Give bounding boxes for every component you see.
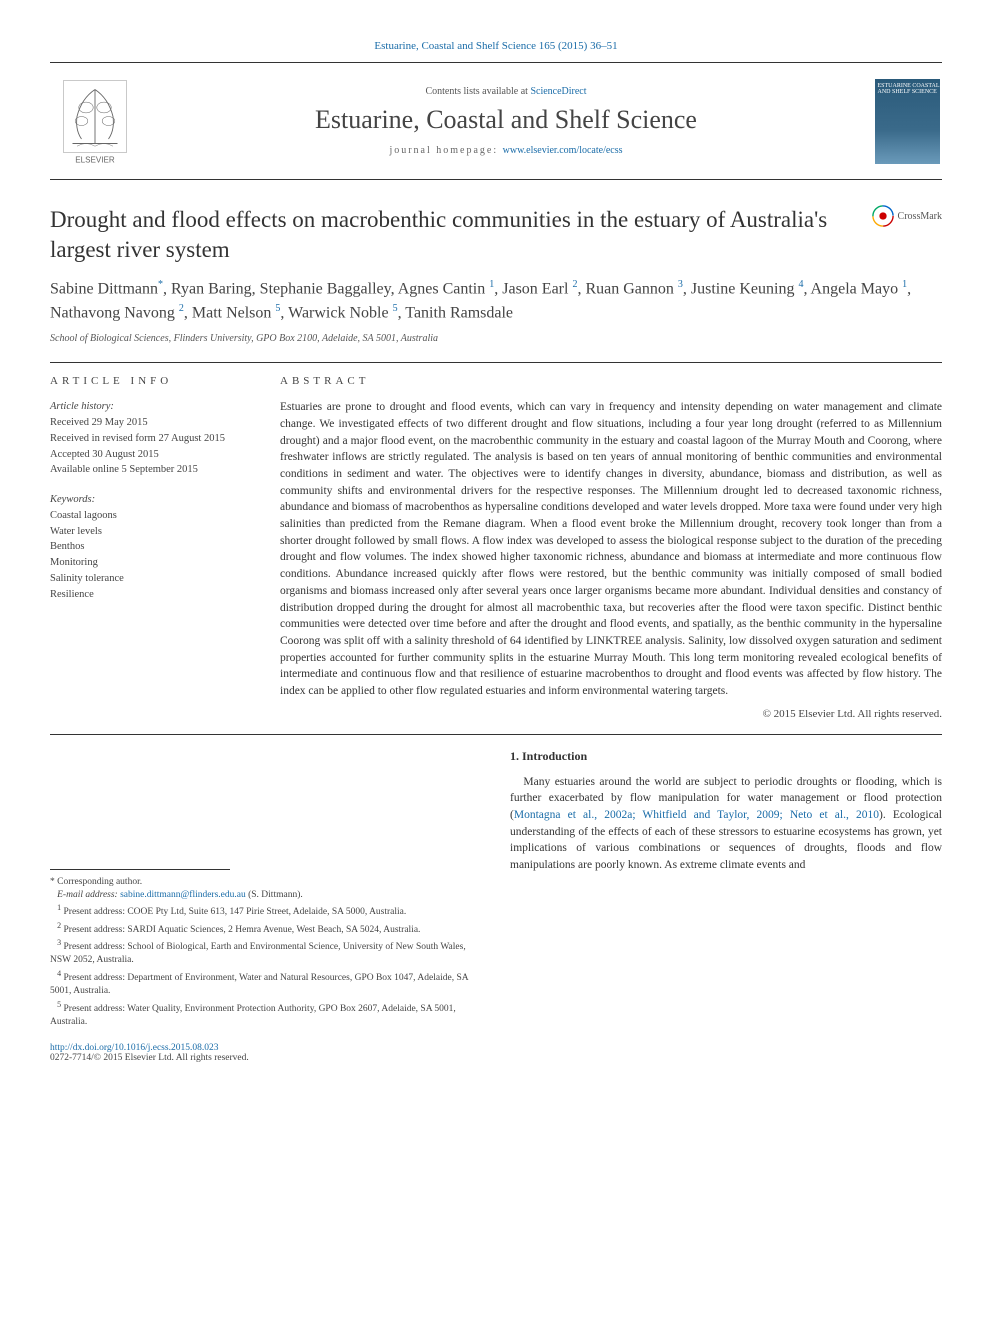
top-citation: Estuarine, Coastal and Shelf Science 165… [50, 40, 942, 52]
copyright-line: © 2015 Elsevier Ltd. All rights reserved… [280, 708, 942, 720]
citation-link[interactable]: Estuarine, Coastal and Shelf Science 165… [374, 40, 617, 52]
history-label: Article history: [50, 399, 250, 415]
journal-cover: ESTUARINE COASTAL AND SHELF SCIENCE [872, 74, 942, 169]
cover-text: ESTUARINE COASTAL AND SHELF SCIENCE [878, 83, 940, 96]
keywords-block: Keywords: Coastal lagoons Water levels B… [50, 492, 250, 602]
keyword: Salinity tolerance [50, 571, 250, 587]
footnotes: * Corresponding author. E-mail address: … [50, 876, 480, 1030]
article-title: Drought and flood effects on macrobenthi… [50, 205, 872, 265]
abstract-heading: ABSTRACT [280, 375, 942, 387]
doi-link[interactable]: http://dx.doi.org/10.1016/j.ecss.2015.08… [50, 1043, 218, 1053]
introduction-text: Many estuaries around the world are subj… [510, 774, 942, 874]
introduction-heading: 1. Introduction [510, 749, 942, 764]
journal-homepage-link[interactable]: www.elsevier.com/locate/ecss [503, 145, 623, 156]
sciencedirect-link[interactable]: ScienceDirect [530, 86, 586, 97]
article-history: Article history: Received 29 May 2015 Re… [50, 399, 250, 478]
online-date: Available online 5 September 2015 [50, 462, 250, 478]
journal-banner: ELSEVIER Contents lists available at Sci… [50, 62, 942, 180]
crossmark-badge[interactable]: CrossMark [872, 205, 942, 227]
authors: Sabine Dittmann*, Ryan Baring, Stephanie… [50, 277, 942, 326]
email-line: E-mail address: sabine.dittmann@flinders… [50, 889, 480, 902]
received-date: Received 29 May 2015 [50, 415, 250, 431]
crossmark-label: CrossMark [898, 211, 942, 222]
corresponding-author: * Corresponding author. [50, 876, 480, 889]
revised-date: Received in revised form 27 August 2015 [50, 431, 250, 447]
contents-line: Contents lists available at ScienceDirec… [140, 86, 872, 97]
citation-link[interactable]: Montagna et al., 2002a; Whitfield and Ta… [514, 809, 879, 821]
doi-line: http://dx.doi.org/10.1016/j.ecss.2015.08… [50, 1043, 480, 1053]
publisher-logo: ELSEVIER [50, 71, 140, 171]
affiliation: School of Biological Sciences, Flinders … [50, 333, 942, 344]
crossmark-icon [872, 205, 894, 227]
accepted-date: Accepted 30 August 2015 [50, 447, 250, 463]
svg-text:ELSEVIER: ELSEVIER [75, 155, 115, 164]
article-info-heading: ARTICLE INFO [50, 375, 250, 387]
divider [50, 362, 942, 363]
keyword: Coastal lagoons [50, 508, 250, 524]
journal-homepage: journal homepage: www.elsevier.com/locat… [140, 145, 872, 156]
keyword: Water levels [50, 524, 250, 540]
footnote-item: 4 Present address: Department of Environ… [50, 968, 480, 999]
email-link[interactable]: sabine.dittmann@flinders.edu.au [120, 890, 246, 900]
footnote-item: 3 Present address: School of Biological,… [50, 937, 480, 968]
footnote-item: 5 Present address: Water Quality, Enviro… [50, 999, 480, 1030]
footnote-rule [50, 869, 230, 870]
footnote-item: 1 Present address: COOE Pty Ltd, Suite 6… [50, 902, 480, 919]
footnote-item: 2 Present address: SARDI Aquatic Science… [50, 920, 480, 937]
issn-line: 0272-7714/© 2015 Elsevier Ltd. All right… [50, 1053, 480, 1063]
keywords-label: Keywords: [50, 492, 250, 508]
keyword: Benthos [50, 539, 250, 555]
keyword: Monitoring [50, 555, 250, 571]
elsevier-tree-icon: ELSEVIER [55, 76, 135, 166]
journal-name: Estuarine, Coastal and Shelf Science [140, 105, 872, 135]
abstract-text: Estuaries are prone to drought and flood… [280, 399, 942, 699]
keyword: Resilience [50, 587, 250, 603]
divider [50, 734, 942, 735]
